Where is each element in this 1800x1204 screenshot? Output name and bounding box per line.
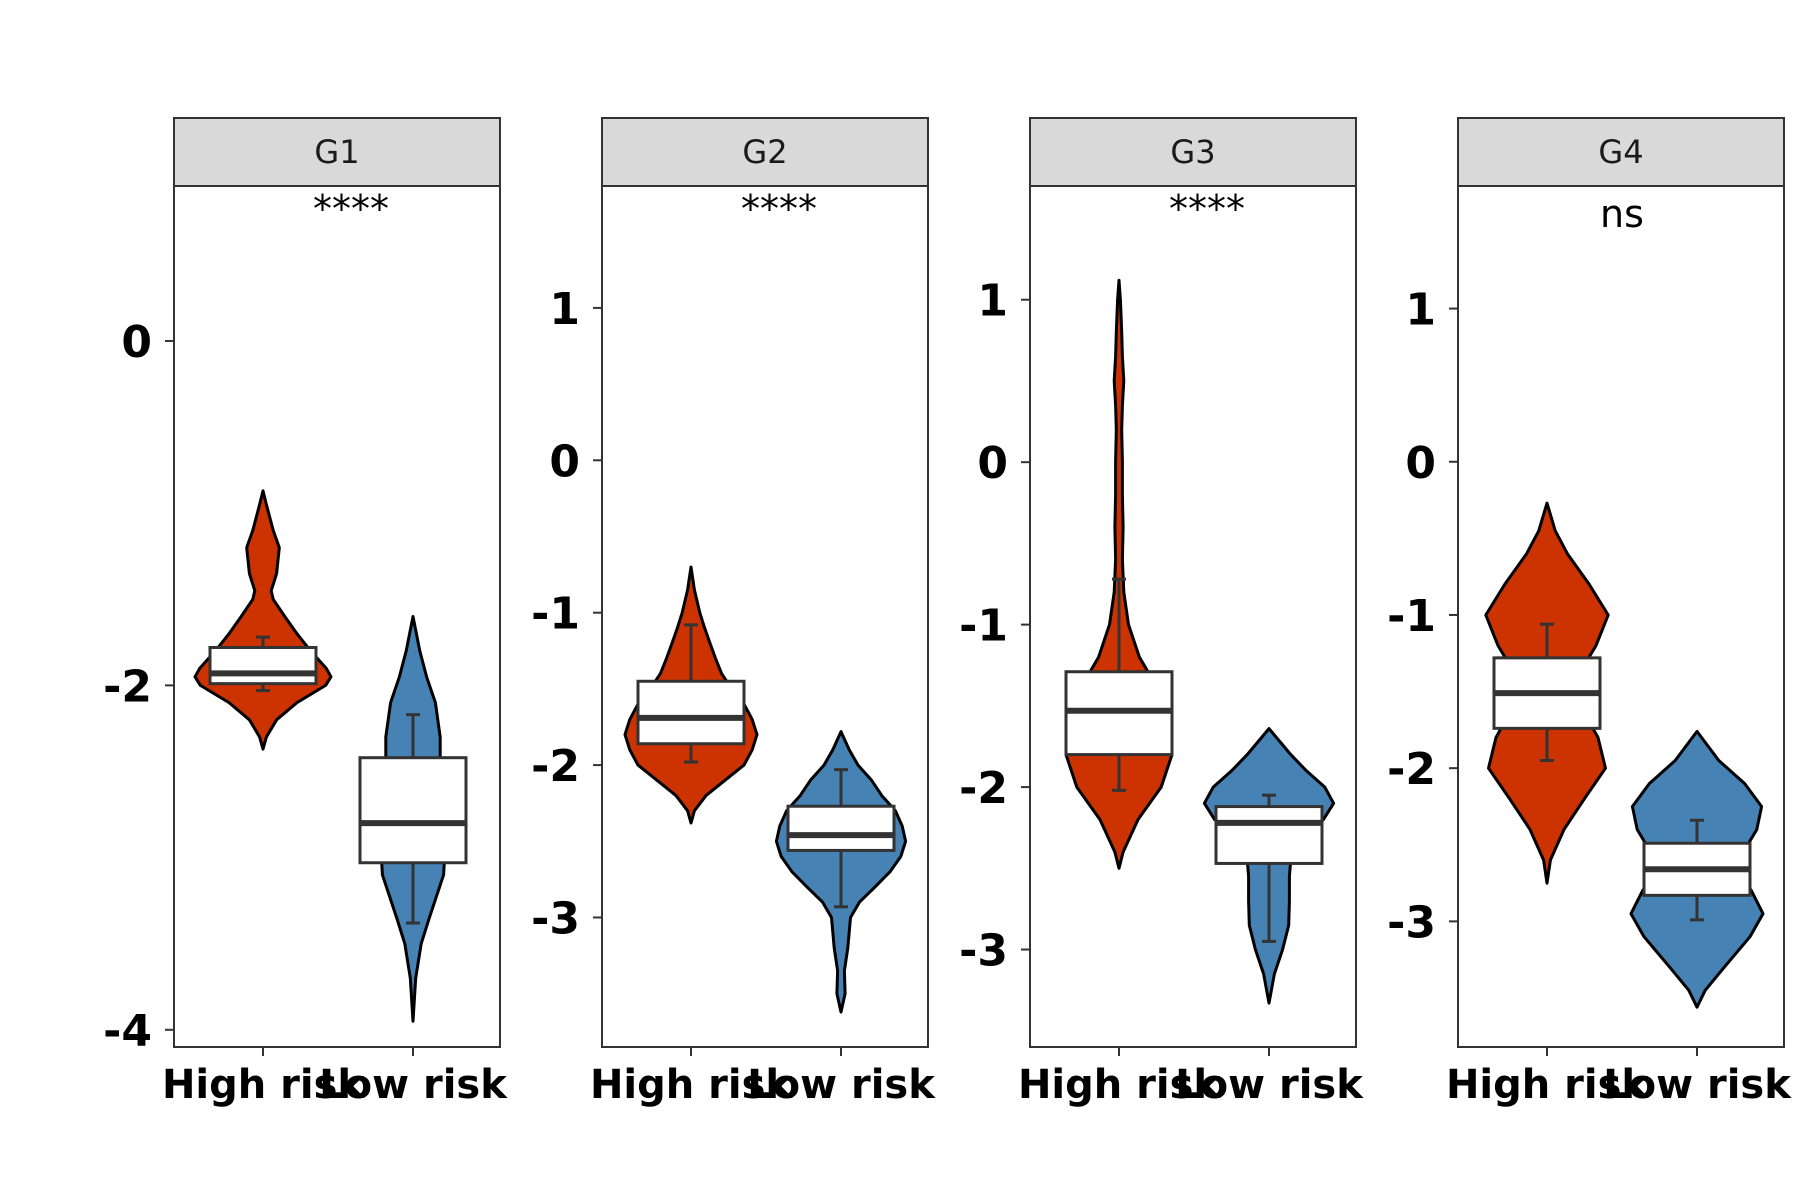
- y-tick-label: 0: [1405, 438, 1436, 489]
- significance-label: ****: [741, 187, 817, 231]
- y-tick-label: -2: [959, 763, 1008, 814]
- y-tick-label: -1: [1387, 591, 1436, 642]
- x-tick-label-low-risk: Low risk: [1603, 1062, 1792, 1108]
- significance-label: ns: [1600, 192, 1644, 236]
- y-tick-label: 0: [977, 438, 1008, 489]
- panel-frame: [601, 185, 929, 1048]
- y-tick-label: -1: [959, 601, 1008, 652]
- x-tick-label-high-risk: High risk: [1446, 1062, 1649, 1108]
- y-tick-label: -2: [103, 661, 152, 712]
- y-tick-label: 0: [121, 317, 152, 368]
- facet-strip: [1029, 117, 1357, 187]
- y-tick-label: 1: [1405, 285, 1436, 336]
- box-high-risk: [636, 679, 746, 746]
- y-tick-label: 1: [549, 284, 580, 335]
- x-tick-label-high-risk: High risk: [590, 1062, 793, 1108]
- y-tick-label: -4: [103, 1006, 152, 1057]
- box-low-risk: [786, 804, 896, 852]
- y-tick-label: -3: [959, 926, 1008, 977]
- y-tick-label: 1: [977, 276, 1008, 327]
- facet-strip-label: G2: [742, 133, 787, 171]
- y-tick-label: -1: [531, 589, 580, 640]
- box-low-risk: [1214, 805, 1324, 865]
- panel-frame: [173, 185, 501, 1048]
- box-low-risk: [358, 756, 468, 865]
- facet-strip-label: G1: [314, 133, 359, 171]
- significance-label: ****: [1169, 187, 1245, 231]
- box-high-risk: [208, 645, 318, 686]
- x-tick-label-low-risk: Low risk: [747, 1062, 936, 1108]
- y-tick-label: -3: [1387, 897, 1436, 948]
- x-tick-label-high-risk: High risk: [1018, 1062, 1221, 1108]
- y-tick-label: -2: [1387, 744, 1436, 795]
- y-tick-label: -2: [531, 741, 580, 792]
- significance-label: ****: [313, 187, 389, 231]
- facet-strip: [1457, 117, 1785, 187]
- y-tick-label: 0: [549, 436, 580, 487]
- y-tick-label: -3: [531, 893, 580, 944]
- facet-strip-label: G4: [1598, 133, 1643, 171]
- x-tick-label-high-risk: High risk: [162, 1062, 365, 1108]
- panel-frame: [1029, 185, 1357, 1048]
- facet-strip: [173, 117, 501, 187]
- x-tick-label-low-risk: Low risk: [319, 1062, 508, 1108]
- x-tick-label-low-risk: Low risk: [1175, 1062, 1364, 1108]
- facet-strip-label: G3: [1170, 133, 1215, 171]
